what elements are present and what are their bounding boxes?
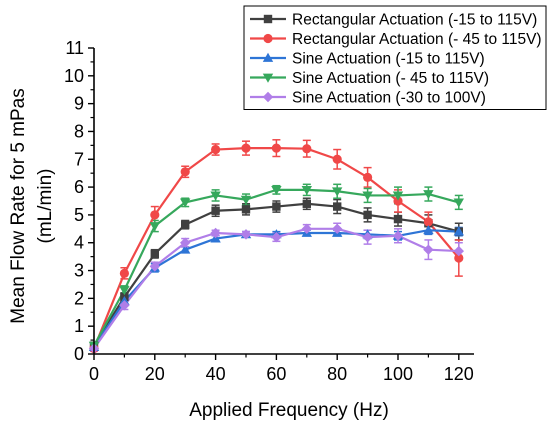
legend-swatch-marker <box>262 52 274 62</box>
series-line-5 <box>93 227 459 350</box>
data-point <box>454 253 464 263</box>
data-point <box>332 223 343 235</box>
data-point <box>301 223 312 235</box>
x-tick-label: 80 <box>327 364 347 384</box>
data-point <box>149 222 160 232</box>
data-point <box>392 230 404 241</box>
data-point <box>240 229 252 240</box>
data-point <box>302 199 311 208</box>
series-lines <box>92 147 460 350</box>
data-point <box>211 206 220 215</box>
data-point <box>211 144 221 155</box>
x-tick-label: 40 <box>206 364 226 384</box>
data-point <box>241 143 251 153</box>
y-tick-label: 10 <box>64 66 84 86</box>
legend-item: Sine Actuation (-30 to 100V) <box>250 90 486 107</box>
y-tick-label: 5 <box>74 205 84 225</box>
series-line-4 <box>93 188 460 347</box>
data-point <box>423 225 434 235</box>
y-tick-label: 7 <box>74 149 84 169</box>
series-markers <box>88 143 464 354</box>
data-point <box>180 237 191 248</box>
data-point <box>453 198 464 208</box>
x-axis-title: Applied Frequency (Hz) <box>189 400 389 421</box>
legend-swatch-marker <box>263 14 273 24</box>
x-tick-label: 0 <box>89 364 99 384</box>
data-point <box>363 210 372 220</box>
data-point <box>180 198 191 208</box>
legend-swatch-marker <box>262 91 274 103</box>
x-tick-label: 20 <box>145 364 165 384</box>
data-point <box>150 249 159 259</box>
legend-item: Rectangular Actuation (- 45 to 115V) <box>250 31 542 48</box>
legend-label: Sine Actuation (- 45 to 115V) <box>292 70 489 87</box>
data-point <box>362 191 373 201</box>
data-point <box>150 210 160 220</box>
legend-item: Sine Actuation (- 45 to 115V) <box>250 70 489 87</box>
y-tick-label: 1 <box>74 316 84 336</box>
data-point <box>393 214 403 224</box>
data-point <box>272 202 281 211</box>
data-point <box>180 244 191 254</box>
data-point <box>393 196 403 206</box>
y-axis-title-line1: Mean Flow Rate for 5 mPas <box>8 88 29 323</box>
data-point <box>119 300 130 311</box>
x-tick-label: 60 <box>266 364 286 384</box>
data-point <box>363 172 373 182</box>
y-tick-label: 2 <box>74 288 84 308</box>
legend-label: Rectangular Actuation (-15 to 115V) <box>292 12 537 29</box>
data-point <box>241 205 251 214</box>
data-point <box>423 217 433 227</box>
legend-item: Sine Actuation (-15 to 115V) <box>250 51 485 68</box>
legend-label: Rectangular Actuation (- 45 to 115V) <box>292 31 542 48</box>
legend: Rectangular Actuation (-15 to 115V) Recta… <box>243 5 547 110</box>
data-point <box>362 231 373 243</box>
axis-ticks: 0 20 40 60 80 100 120 0 1 2 3 4 5 6 7 8 9 10 11 <box>64 38 474 384</box>
legend-swatch-marker <box>262 73 274 83</box>
data-point <box>332 187 343 197</box>
legend-box <box>243 5 547 110</box>
data-point <box>119 268 129 278</box>
legend-label: Sine Actuation (-15 to 115V) <box>292 51 485 68</box>
data-point <box>181 220 190 229</box>
y-tick-label: 6 <box>74 177 84 197</box>
data-point <box>453 245 464 257</box>
data-point <box>392 191 404 201</box>
y-tick-label: 4 <box>74 233 84 253</box>
legend-item: Rectangular Actuation (-15 to 115V) <box>250 12 537 29</box>
data-point <box>302 144 312 154</box>
legend-swatch-marker <box>263 33 273 44</box>
y-tick-label: 9 <box>74 94 84 114</box>
data-point <box>210 191 221 201</box>
y-tick-label: 8 <box>74 121 84 141</box>
x-tick-label: 100 <box>383 364 413 384</box>
data-point <box>332 154 342 164</box>
data-point <box>271 143 281 153</box>
y-tick-label: 3 <box>74 261 84 281</box>
data-point <box>271 231 282 243</box>
y-axis-title-line2: (mL/min) <box>35 169 56 244</box>
y-tick-label: 0 <box>74 344 84 364</box>
data-point <box>333 202 342 211</box>
data-point <box>271 185 282 196</box>
data-point <box>119 286 130 296</box>
legend-label: Sine Actuation (-30 to 100V) <box>292 90 486 107</box>
y-tick-label: 11 <box>65 38 84 58</box>
data-point <box>240 195 252 205</box>
data-point <box>301 185 312 196</box>
x-tick-label: 120 <box>444 364 474 384</box>
data-point <box>210 227 221 239</box>
data-point <box>180 167 190 177</box>
data-point <box>149 261 160 272</box>
series-line-2 <box>92 147 460 349</box>
data-point <box>453 226 464 236</box>
data-point <box>423 190 434 200</box>
data-point <box>423 244 434 255</box>
series-line-3 <box>93 229 459 348</box>
